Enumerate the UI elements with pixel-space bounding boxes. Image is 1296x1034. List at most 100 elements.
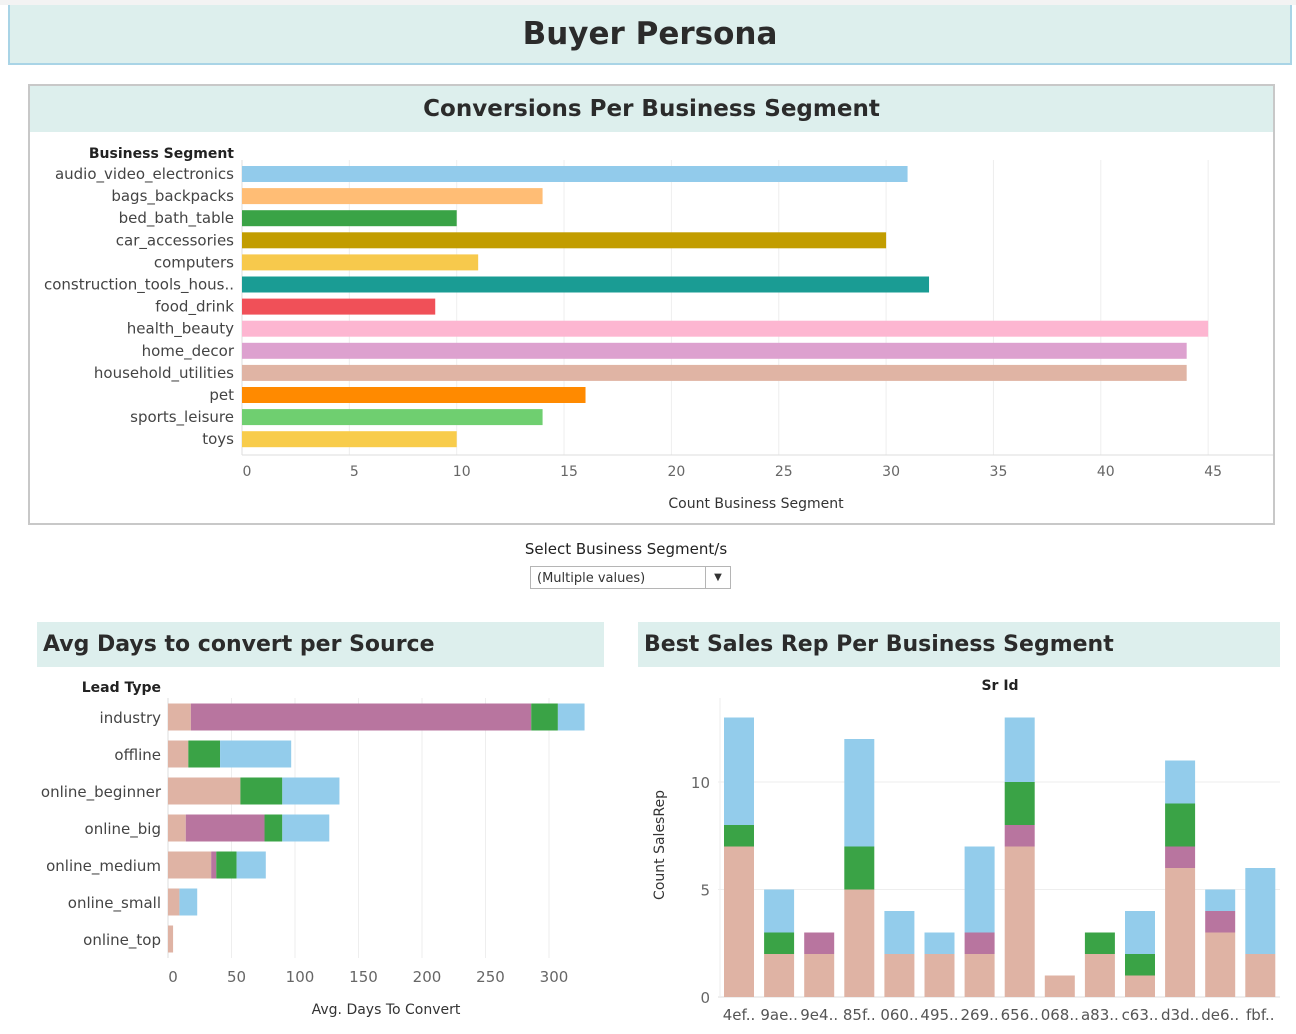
bar-segment-a83.. xyxy=(1084,954,1115,997)
bar-segment-656.. xyxy=(1004,717,1035,782)
tick-label: 10 xyxy=(453,464,471,480)
chevron-down-icon[interactable]: ▼ xyxy=(705,567,730,588)
bar-segment-656.. xyxy=(1004,825,1035,847)
bar-segment-c63.. xyxy=(1125,975,1155,997)
bar-segment-online_medium xyxy=(216,851,237,879)
category-label: a83.. xyxy=(1081,1006,1119,1024)
bar-segment-online_big xyxy=(168,814,186,842)
category-label: offline xyxy=(114,746,161,764)
avg-days-title: Avg Days to convert per Source xyxy=(37,622,604,667)
bar-audio_video_electronics xyxy=(242,166,908,182)
bar-segment-269.. xyxy=(964,954,995,997)
bar-food_drink xyxy=(242,298,436,315)
bar-household_utilities xyxy=(242,364,1187,381)
bar-segment-060.. xyxy=(884,954,915,997)
dropdown-value: (Multiple values) xyxy=(537,571,646,586)
bar-car_accessories xyxy=(242,232,887,249)
category-label: 060.. xyxy=(880,1006,918,1024)
bar-toys xyxy=(242,431,457,448)
tick-label: 200 xyxy=(413,968,442,986)
bar-segment-9ae.. xyxy=(764,889,795,933)
bar-segment-060.. xyxy=(884,911,915,954)
tick-label: 0 xyxy=(168,968,178,986)
bar-segment-656.. xyxy=(1004,782,1035,825)
bar-computers xyxy=(242,254,479,271)
category-label: construction_tools_hous.. xyxy=(44,276,234,295)
bar-segment-fbf.. xyxy=(1245,868,1276,954)
bar-segment-85f.. xyxy=(844,739,875,847)
tick-label: 100 xyxy=(286,968,315,986)
bar-segment-9e4.. xyxy=(804,954,835,997)
category-label: 656.. xyxy=(1001,1006,1039,1024)
category-label: sports_leisure xyxy=(130,408,234,427)
bar-segment-269.. xyxy=(964,932,995,954)
bar-segment-online_medium xyxy=(211,851,217,879)
tick-label: 25 xyxy=(775,464,793,480)
category-label: online_beginner xyxy=(41,783,162,802)
bar-bags_backpacks xyxy=(242,188,543,205)
conversions-chart: 0 5 10 15 20 25 30 35 40 45 Business Segment audio_… xyxy=(44,146,1273,512)
bar-segment-industry xyxy=(557,703,585,731)
category-label: 9ae.. xyxy=(760,1006,798,1024)
tick-label: 50 xyxy=(227,968,246,986)
bar-pet xyxy=(242,387,586,403)
bar-health_beauty xyxy=(242,320,1209,337)
category-label: c63.. xyxy=(1122,1006,1159,1024)
tick-label: 10 xyxy=(691,774,710,792)
bar-segment-d3d.. xyxy=(1165,803,1196,847)
bar-segment-068.. xyxy=(1044,975,1075,997)
bar-segment-c63.. xyxy=(1125,911,1155,954)
tick-label: 15 xyxy=(560,464,578,480)
bar-segment-industry xyxy=(190,703,532,731)
bar-segment-4ef.. xyxy=(724,846,754,997)
column-header: Sr Id xyxy=(981,678,1018,694)
bar-segment-85f.. xyxy=(844,846,875,890)
bar-segment-269.. xyxy=(964,846,995,933)
bar-segment-de6.. xyxy=(1205,911,1236,933)
bar-segment-industry xyxy=(531,703,558,731)
bar-segment-offline xyxy=(220,740,292,768)
category-label: computers xyxy=(154,253,234,271)
tick-label: 150 xyxy=(349,968,378,986)
bar-home_decor xyxy=(242,342,1187,359)
bar-segment-industry xyxy=(168,703,191,731)
best-rep-title: Best Sales Rep Per Business Segment xyxy=(638,622,1280,667)
tick-label: 35 xyxy=(990,464,1008,480)
category-label: toys xyxy=(202,430,234,448)
category-label: de6.. xyxy=(1201,1006,1239,1024)
category-label: health_beauty xyxy=(127,320,234,339)
category-label: industry xyxy=(100,709,162,727)
bar-segment-offline xyxy=(168,740,189,768)
bar-segment-9ae.. xyxy=(764,954,795,997)
category-label: household_utilities xyxy=(94,364,234,383)
bar-segment-online_big xyxy=(185,814,265,842)
conversions-title: Conversions Per Business Segment xyxy=(30,86,1273,132)
category-label: d3d.. xyxy=(1161,1006,1199,1024)
bar-construction_tools_hous.. xyxy=(242,276,930,293)
row-header: Lead Type xyxy=(82,680,161,696)
category-label: 85f.. xyxy=(843,1006,876,1024)
dashboard-title: Buyer Persona xyxy=(8,5,1292,65)
tick-label: 20 xyxy=(667,464,685,480)
category-label: 9e4.. xyxy=(800,1006,838,1024)
category-label: online_small xyxy=(68,894,161,913)
conversions-panel: Conversions Per Business Segment xyxy=(28,84,1275,525)
category-label: pet xyxy=(209,386,234,404)
business-segment-dropdown[interactable]: (Multiple values) ▼ xyxy=(530,566,731,589)
category-label: 269.. xyxy=(961,1006,999,1024)
category-label: 068.. xyxy=(1041,1006,1079,1024)
bar-segment-online_big xyxy=(264,814,283,842)
tick-label: 40 xyxy=(1097,464,1115,480)
row-header: Business Segment xyxy=(89,146,234,162)
tick-label: 250 xyxy=(476,968,505,986)
bar-segment-online_beginner xyxy=(240,777,283,805)
bar-segment-495.. xyxy=(924,932,955,954)
category-label: audio_video_electronics xyxy=(55,165,234,184)
bar-segment-d3d.. xyxy=(1165,868,1196,997)
bar-segment-online_beginner xyxy=(282,777,340,805)
category-label: 495.. xyxy=(920,1006,958,1024)
bar-segment-fbf.. xyxy=(1245,954,1276,997)
bar-segment-4ef.. xyxy=(724,717,754,825)
bar-segment-656.. xyxy=(1004,846,1035,997)
bar-segment-d3d.. xyxy=(1165,846,1196,868)
